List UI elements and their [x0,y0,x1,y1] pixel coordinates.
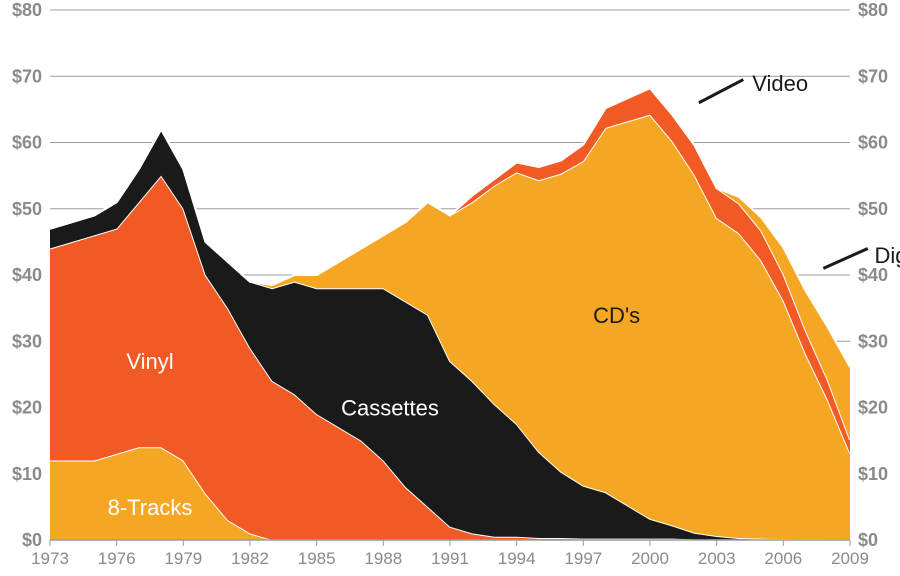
x-axis-label: 1988 [364,549,402,568]
x-axis-label: 1976 [98,549,136,568]
y-axis-label-right: $60 [858,133,888,153]
y-axis-label-left: $10 [12,464,42,484]
y-axis-label-left: $20 [12,398,42,418]
series-label-cassettes: Cassettes [341,396,439,421]
y-axis-label-right: $80 [858,0,888,20]
x-axis-label: 1982 [231,549,269,568]
y-axis-label-left: $30 [12,331,42,351]
y-axis-label-right: $0 [858,530,878,550]
series-label-eight_tracks: 8-Tracks [108,495,193,520]
series-label-digital: Digital [874,243,900,268]
x-axis-label: 1973 [31,549,69,568]
x-axis-label: 1997 [564,549,602,568]
x-axis-label: 1979 [164,549,202,568]
series-label-vinyl: Vinyl [126,349,173,374]
y-axis-label-right: $70 [858,66,888,86]
y-axis-label-left: $70 [12,66,42,86]
series-label-cds: CD's [593,303,640,328]
y-axis-label-right: $20 [858,398,888,418]
x-axis-label: 2000 [631,549,669,568]
y-axis-label-left: $50 [12,199,42,219]
x-axis-label: 1985 [298,549,336,568]
x-axis-label: 2006 [764,549,802,568]
music-format-revenue-chart: $0$0$10$10$20$20$30$30$40$40$50$50$60$60… [0,0,900,576]
y-axis-label-right: $30 [858,331,888,351]
x-axis-label: 2009 [831,549,869,568]
series-label-video: Video [752,71,808,96]
chart-svg: $0$0$10$10$20$20$30$30$40$40$50$50$60$60… [0,0,900,576]
callout-line-video [699,80,743,103]
x-axis-label: 1991 [431,549,469,568]
y-axis-label-right: $50 [858,199,888,219]
y-axis-label-left: $0 [22,530,42,550]
y-axis-label-left: $80 [12,0,42,20]
x-axis-label: 2003 [698,549,736,568]
y-axis-label-left: $40 [12,265,42,285]
y-axis-label-left: $60 [12,133,42,153]
y-axis-label-right: $10 [858,464,888,484]
x-axis-label: 1994 [498,549,536,568]
